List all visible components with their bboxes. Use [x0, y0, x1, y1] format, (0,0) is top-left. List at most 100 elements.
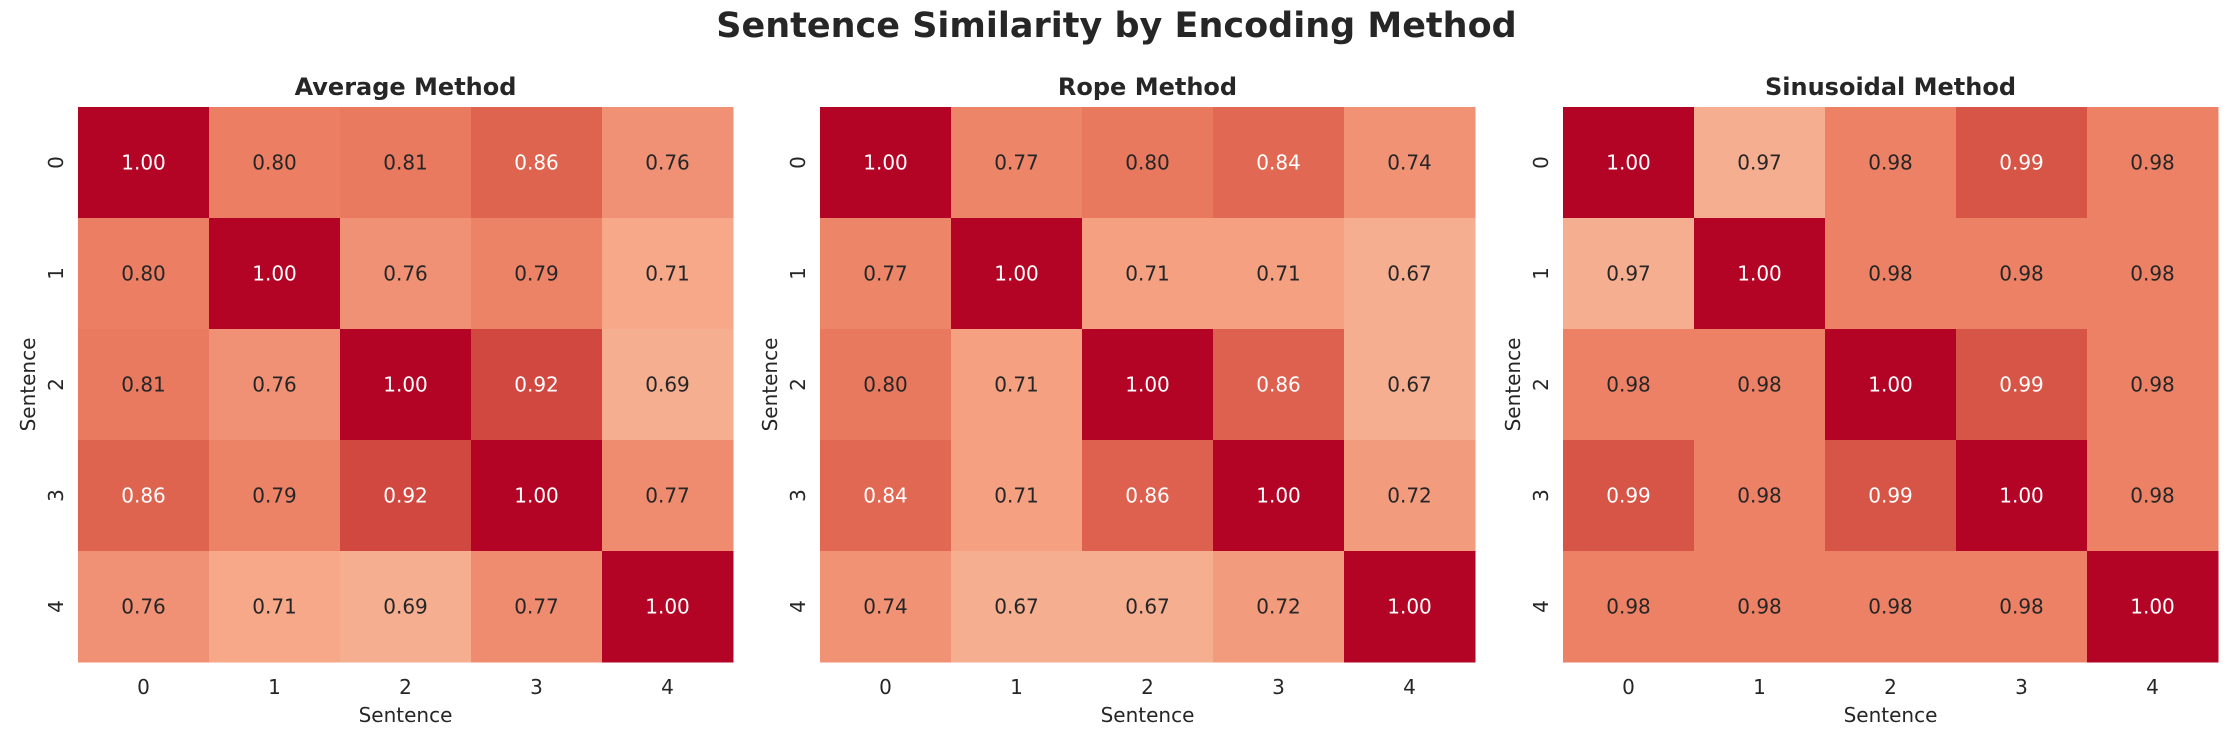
x-tick-label: 0: [879, 675, 892, 699]
heatmap-cell: [1213, 218, 1345, 330]
cell-value-label: 0.80: [121, 262, 166, 286]
x-tick-label: 0: [137, 675, 150, 699]
cell-value-label: 0.76: [252, 373, 297, 397]
heatmap-cell: [1825, 551, 1957, 663]
heatmap-panel-0: Average Method 1.00 0.80 0.81 0.86 0.76 0.80 1.…: [16, 73, 734, 727]
heatmap-panel-1: Rope Method 1.00 0.77 0.80 0.84 0.74 0.77 1.00 0…: [758, 73, 1476, 727]
x-tick-label: 4: [661, 675, 674, 699]
cell-value-label: 0.67: [994, 595, 1039, 619]
cell-value-label: 0.80: [863, 373, 908, 397]
heatmap-cell: [1825, 440, 1957, 552]
heatmap-cell: [1563, 107, 1695, 219]
cell-value-label: 0.98: [2130, 151, 2175, 175]
heatmap-cell: [1956, 218, 2088, 330]
cell-value-label: 1.00: [994, 262, 1039, 286]
heatmap-cell: [1825, 218, 1957, 330]
y-tick-label: 4: [44, 600, 68, 613]
cell-value-label: 0.80: [1125, 151, 1170, 175]
heatmap-cell: [209, 329, 341, 441]
heatmap-cell: [1213, 440, 1345, 552]
cell-value-label: 1.00: [121, 151, 166, 175]
heatmap-cell: [2087, 218, 2219, 330]
x-tick-label: 1: [1010, 675, 1023, 699]
y-tick-label: 0: [44, 156, 68, 169]
y-tick-label: 3: [786, 489, 810, 502]
x-axis-label: Sentence: [1101, 703, 1195, 727]
heatmap-cell: [820, 107, 952, 219]
cell-value-label: 0.99: [1868, 484, 1913, 508]
cell-value-label: 0.98: [2130, 484, 2175, 508]
heatmap-cell: [951, 551, 1083, 663]
cell-value-label: 1.00: [645, 595, 690, 619]
heatmap-cell: [1344, 218, 1476, 330]
cell-value-label: 0.92: [383, 484, 428, 508]
cell-value-label: 0.77: [863, 262, 908, 286]
x-tick-label: 4: [2146, 675, 2159, 699]
cell-value-label: 0.98: [1606, 595, 1651, 619]
cell-value-label: 0.81: [383, 151, 428, 175]
heatmap-panel-2: Sinusoidal Method 1.00 0.97 0.98 0.99 0.98 0.9…: [1501, 73, 2219, 727]
heatmap-cell: [1956, 329, 2088, 441]
cell-value-label: 0.69: [645, 373, 690, 397]
heatmap-cell: [1082, 329, 1214, 441]
cell-value-label: 0.98: [1868, 262, 1913, 286]
heatmap-cell: [1825, 329, 1957, 441]
cell-value-label: 0.98: [2130, 262, 2175, 286]
heatmap-cell: [1694, 329, 1826, 441]
cell-value-label: 0.99: [1999, 151, 2044, 175]
y-tick-label: 1: [786, 267, 810, 280]
heatmap-cell: [1082, 551, 1214, 663]
cell-value-label: 0.79: [252, 484, 297, 508]
y-tick-label: 0: [786, 156, 810, 169]
heatmap-cell: [1344, 551, 1476, 663]
heatmap-cell: [951, 329, 1083, 441]
cell-value-label: 0.81: [121, 373, 166, 397]
y-tick-label: 4: [786, 600, 810, 613]
heatmap-cell: [1563, 218, 1695, 330]
x-tick-label: 1: [1753, 675, 1766, 699]
cell-value-label: 0.67: [1387, 262, 1432, 286]
cell-value-label: 0.98: [1737, 595, 1782, 619]
heatmap-cell: [1344, 329, 1476, 441]
heatmap-cell: [340, 218, 472, 330]
heatmap-cell: [820, 218, 952, 330]
y-axis-label: Sentence: [758, 338, 782, 432]
cell-value-label: 0.74: [1387, 151, 1432, 175]
heatmap-cell: [820, 551, 952, 663]
heatmap-cell: [1563, 551, 1695, 663]
heatmap-cell: [820, 440, 952, 552]
y-tick-label: 1: [44, 267, 68, 280]
heatmap-cell: [209, 551, 341, 663]
cell-value-label: 0.67: [1387, 373, 1432, 397]
x-tick-label: 0: [1622, 675, 1635, 699]
cell-value-label: 0.98: [1999, 262, 2044, 286]
heatmap-cell: [2087, 329, 2219, 441]
figure-title: Sentence Similarity by Encoding Method: [716, 6, 1517, 46]
cell-value-label: 0.71: [994, 373, 1039, 397]
x-axis-label: Sentence: [359, 703, 453, 727]
heatmap-cell: [2087, 107, 2219, 219]
heatmap-cell: [471, 440, 603, 552]
cell-value-label: 0.71: [1256, 262, 1301, 286]
cell-value-label: 0.72: [1387, 484, 1432, 508]
cell-value-label: 1.00: [2130, 595, 2175, 619]
cell-value-label: 0.98: [1868, 151, 1913, 175]
heatmap-cell: [471, 329, 603, 441]
cell-value-label: 0.76: [121, 595, 166, 619]
heatmap-cell: [78, 551, 210, 663]
heatmap-cell: [209, 440, 341, 552]
cell-value-label: 1.00: [383, 373, 428, 397]
x-tick-label: 4: [1403, 675, 1416, 699]
y-tick-label: 0: [1529, 156, 1553, 169]
cell-value-label: 1.00: [1125, 373, 1170, 397]
cell-value-label: 1.00: [1999, 484, 2044, 508]
heatmap-cell: [78, 329, 210, 441]
heatmap-cell: [1563, 440, 1695, 552]
heatmap-cell: [951, 218, 1083, 330]
x-tick-label: 3: [2015, 675, 2028, 699]
heatmap-cell: [471, 551, 603, 663]
heatmap-cell: [820, 329, 952, 441]
cell-value-label: 0.98: [1606, 373, 1651, 397]
cell-value-label: 0.98: [1737, 373, 1782, 397]
